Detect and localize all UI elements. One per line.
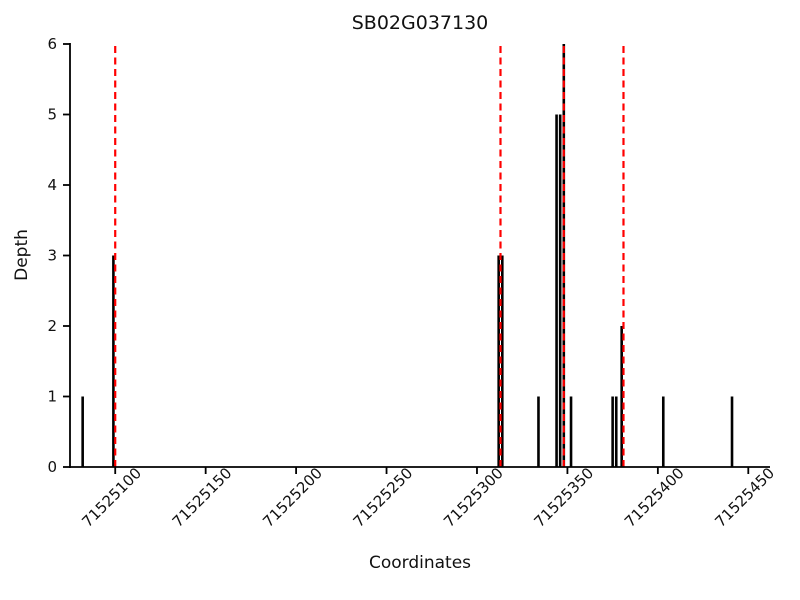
x-tick-label: 71525150	[169, 464, 236, 531]
y-tick-label: 5	[47, 106, 57, 124]
stem-bar	[537, 396, 540, 467]
stem-bar	[730, 396, 734, 467]
x-tick-label: 71525450	[711, 464, 778, 531]
stem-bar	[81, 396, 84, 467]
stem-bar	[569, 396, 573, 467]
y-tick-label: 1	[47, 388, 57, 406]
y-tick-label: 6	[47, 35, 57, 53]
stem-bar	[555, 114, 558, 467]
stem-bar	[558, 114, 562, 467]
x-tick-label: 71525350	[531, 464, 598, 531]
y-tick-label: 0	[47, 458, 57, 476]
stem-bar	[500, 255, 504, 467]
x-tick-label: 71525100	[78, 464, 145, 531]
stem-bar	[620, 326, 623, 467]
x-tick-label: 71525250	[350, 464, 417, 531]
x-tick-label: 71525400	[621, 464, 688, 531]
y-axis-label: Depth	[12, 229, 32, 281]
x-tick-label: 71525300	[440, 464, 507, 531]
y-tick-label: 4	[47, 176, 57, 194]
y-tick-label: 2	[47, 317, 57, 335]
x-tick-label: 71525200	[259, 464, 326, 531]
y-tick-label: 3	[47, 247, 57, 265]
chart-title: SB02G037130	[351, 12, 489, 34]
x-axis-label: Coordinates	[368, 553, 472, 573]
stem-bar	[112, 255, 115, 467]
stem-bar	[497, 255, 500, 467]
stem-bar	[611, 396, 614, 467]
stem-bar	[661, 396, 665, 467]
stem-bar	[614, 396, 618, 467]
